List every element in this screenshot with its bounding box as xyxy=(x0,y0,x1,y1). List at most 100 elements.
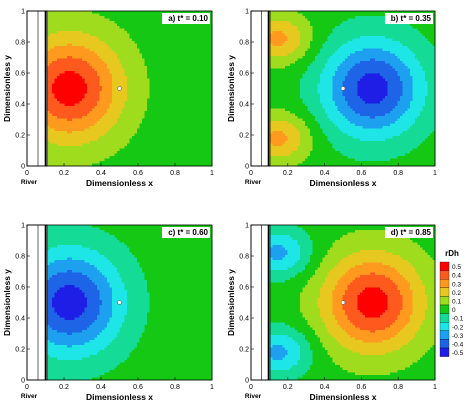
heat-cell xyxy=(152,153,155,157)
heat-cell xyxy=(67,68,70,72)
heat-cell xyxy=(92,41,95,44)
heat-cell xyxy=(192,143,195,147)
heat-cell xyxy=(152,123,155,127)
heat-cell xyxy=(174,53,178,57)
heat-cell xyxy=(207,41,210,44)
heat-cell xyxy=(57,106,60,109)
heat-cell xyxy=(282,93,286,97)
heat-cell xyxy=(199,51,203,54)
heat-cell xyxy=(72,71,75,74)
heat-cell xyxy=(94,11,98,14)
heat-cell xyxy=(194,36,198,39)
heat-cell xyxy=(162,126,165,129)
heat-cell xyxy=(129,58,133,62)
heat-cell xyxy=(97,56,100,59)
heat-cell xyxy=(197,28,200,32)
heat-cell xyxy=(204,56,208,59)
heat-cell xyxy=(79,136,83,139)
heat-cell xyxy=(77,161,80,164)
heat-cell xyxy=(184,38,188,42)
heat-cell xyxy=(280,113,283,117)
heat-cell xyxy=(189,148,193,152)
heat-cell xyxy=(84,151,88,154)
heat-cell xyxy=(282,141,286,144)
heat-cell xyxy=(169,136,173,139)
heat-cell xyxy=(54,156,58,159)
heat-cell xyxy=(282,71,286,74)
heat-cell xyxy=(207,26,210,29)
heat-cell xyxy=(282,78,286,82)
heat-cell xyxy=(79,61,83,64)
heat-cell xyxy=(182,126,185,129)
heat-cell xyxy=(277,38,281,42)
heat-cell xyxy=(187,103,190,107)
heat-cell xyxy=(157,63,160,67)
heat-cell xyxy=(139,113,143,117)
heat-cell xyxy=(187,53,190,57)
heat-cell xyxy=(275,73,278,77)
heat-cell xyxy=(117,46,120,49)
heat-cell xyxy=(295,53,298,57)
heat-cell xyxy=(134,161,138,164)
heat-cell xyxy=(64,73,68,77)
heat-cell xyxy=(154,71,158,74)
heat-cell xyxy=(74,56,78,59)
heat-cell xyxy=(89,148,93,152)
heat-cell xyxy=(199,86,203,89)
heat-cell xyxy=(54,28,58,32)
heat-cell xyxy=(72,18,75,22)
heat-cell xyxy=(280,13,283,17)
heat-cell xyxy=(47,66,50,69)
heat-cell xyxy=(104,121,108,124)
heat-cell xyxy=(277,68,281,72)
heat-cell xyxy=(112,96,115,99)
heat-cell xyxy=(99,81,103,84)
heat-cell xyxy=(189,141,193,144)
heat-cell xyxy=(137,16,140,19)
heat-cell xyxy=(94,63,98,67)
heat-cell xyxy=(99,23,103,27)
heat-cell xyxy=(282,128,286,132)
heat-cell xyxy=(129,23,133,27)
heat-cell xyxy=(77,153,80,157)
heat-cell xyxy=(69,76,73,79)
heat-cell xyxy=(272,16,276,19)
heat-cell xyxy=(122,138,125,142)
heat-cell xyxy=(189,133,193,137)
heat-cell xyxy=(94,48,98,52)
heat-cell xyxy=(69,26,73,29)
heat-cell xyxy=(154,128,158,132)
heat-cell xyxy=(64,96,68,99)
heat-cell xyxy=(97,66,100,69)
heat-cell xyxy=(147,56,150,59)
heat-cell xyxy=(97,126,100,129)
heat-cell xyxy=(290,16,293,19)
heat-cell xyxy=(202,83,205,87)
heat-cell xyxy=(69,41,73,44)
heat-cell xyxy=(152,53,155,57)
heat-cell xyxy=(164,83,168,87)
heat-cell xyxy=(119,73,123,77)
heat-cell xyxy=(132,158,135,162)
heat-cell xyxy=(107,61,110,64)
heat-cell xyxy=(287,21,291,24)
heat-cell xyxy=(292,113,296,117)
heat-cell xyxy=(207,53,210,57)
heat-cell xyxy=(134,153,138,157)
heat-cell xyxy=(154,11,158,14)
heat-cell xyxy=(104,23,108,27)
heat-cell xyxy=(137,121,140,124)
heat-cell xyxy=(302,141,306,144)
heat-cell xyxy=(207,61,210,64)
heat-cell xyxy=(159,118,163,122)
heat-cell xyxy=(292,28,296,32)
heat-cell xyxy=(79,133,83,137)
heat-cell xyxy=(204,156,208,159)
heat-cell xyxy=(84,88,88,92)
heat-cell xyxy=(134,31,138,34)
heat-cell xyxy=(117,16,120,19)
heat-cell xyxy=(97,141,100,144)
heat-cell xyxy=(59,36,63,39)
heat-cell xyxy=(139,123,143,127)
heat-cell xyxy=(297,41,301,44)
